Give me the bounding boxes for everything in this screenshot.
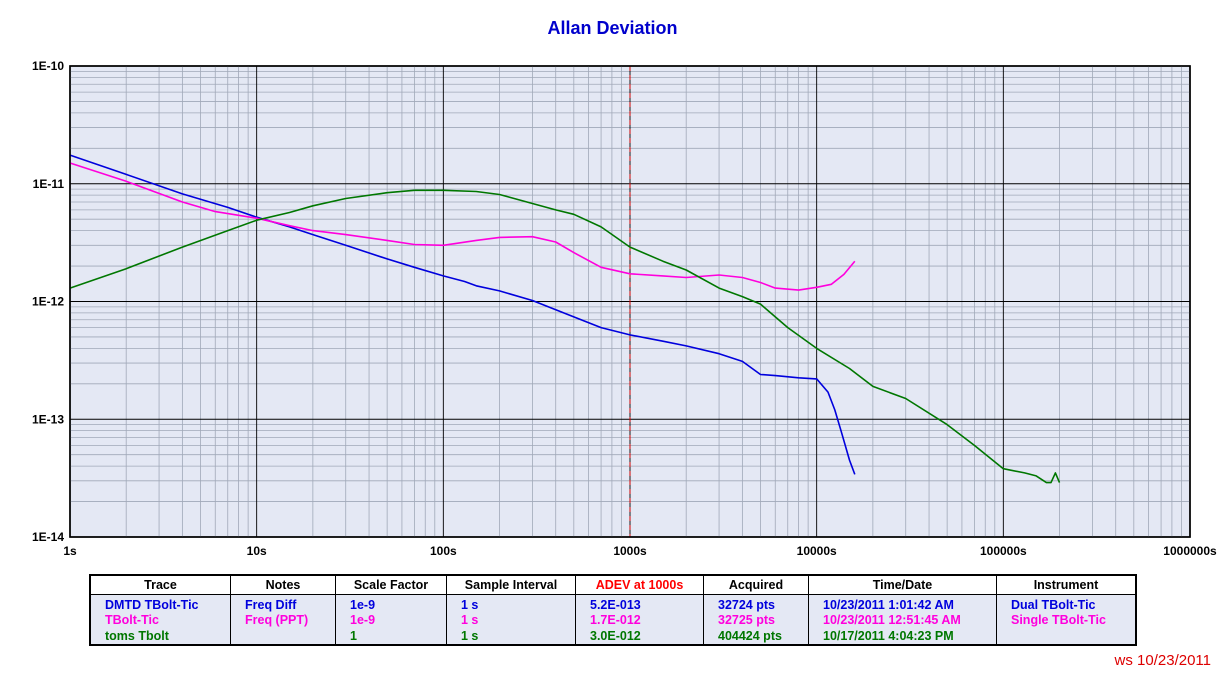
header-adev: ADEV at 1000s (576, 576, 704, 595)
x-tick-label: 1000000s (1163, 544, 1217, 558)
header-acquired: Acquired (704, 576, 809, 595)
y-axis-tick-labels: 1E-10 1E-11 1E-12 1E-13 1E-14 (32, 59, 64, 544)
legend-rows: DMTD TBolt-Tic Freq Diff 1e-9 1 s 5.2E-013 32… (91, 595, 1135, 645)
header-instrument: Instrument (997, 576, 1136, 595)
signature: ws 10/23/2011 (1115, 652, 1211, 669)
legend-cell-adev: 5.2E-013 (576, 595, 704, 614)
legend-cell-scale: 1e-9 (336, 595, 447, 614)
legend-cell-trace: toms Tbolt (91, 629, 231, 644)
legend-cell-notes: Freq (PPT) (231, 613, 336, 628)
legend-cell-acquired: 32725 pts (704, 613, 809, 628)
legend-cell-interval: 1 s (447, 613, 576, 628)
legend-cell-time: 10/23/2011 12:51:45 AM (809, 613, 997, 628)
legend-cell-instrument (997, 629, 1136, 644)
x-tick-label: 10000s (797, 544, 837, 558)
y-tick-label: 1E-13 (32, 412, 64, 426)
header-time-date: Time/Date (809, 576, 997, 595)
legend-cell-trace: TBolt-Tic (91, 613, 231, 628)
legend-cell-scale: 1e-9 (336, 613, 447, 628)
allan-deviation-plot: 1s 10s 100s 1000s 10000s 100000s 1000000s 1E-1… (0, 0, 1225, 570)
x-tick-label: 100s (430, 544, 457, 558)
y-tick-label: 1E-14 (32, 530, 64, 544)
legend-row: DMTD TBolt-Tic Freq Diff 1e-9 1 s 5.2E-013 32… (91, 595, 1135, 614)
header-sample-interval: Sample Interval (447, 576, 576, 595)
y-tick-label: 1E-10 (32, 59, 64, 73)
legend-cell-notes: Freq Diff (231, 595, 336, 614)
header-notes: Notes (231, 576, 336, 595)
legend-cell-instrument: Dual TBolt-Tic (997, 595, 1136, 614)
legend-cell-adev: 3.0E-012 (576, 629, 704, 644)
y-tick-label: 1E-12 (32, 295, 64, 309)
legend-cell-scale: 1 (336, 629, 447, 644)
legend-cell-acquired: 404424 pts (704, 629, 809, 644)
legend-cell-time: 10/17/2011 4:04:23 PM (809, 629, 997, 644)
legend-row: TBolt-Tic Freq (PPT) 1e-9 1 s 1.7E-012 32725 … (91, 613, 1135, 628)
legend-cell-acquired: 32724 pts (704, 595, 809, 614)
x-tick-label: 10s (247, 544, 267, 558)
legend-cell-time: 10/23/2011 1:01:42 AM (809, 595, 997, 614)
legend-cell-interval: 1 s (447, 595, 576, 614)
x-tick-label: 1000s (613, 544, 647, 558)
x-axis-tick-labels: 1s 10s 100s 1000s 10000s 100000s 1000000s (63, 544, 1217, 558)
x-tick-label: 1s (63, 544, 77, 558)
y-tick-label: 1E-11 (33, 177, 65, 191)
header-trace: Trace (91, 576, 231, 595)
legend-cell-notes (231, 629, 336, 644)
legend-cell-interval: 1 s (447, 629, 576, 644)
legend-row: toms Tbolt 1 1 s 3.0E-012 404424 pts 10/17/20… (91, 629, 1135, 644)
x-tick-label: 100000s (980, 544, 1027, 558)
legend-cell-instrument: Single TBolt-Tic (997, 613, 1136, 628)
trace-legend-table: Trace Notes Scale Factor Sample Interval… (89, 574, 1137, 646)
header-scale-factor: Scale Factor (336, 576, 447, 595)
legend-cell-adev: 1.7E-012 (576, 613, 704, 628)
legend-cell-trace: DMTD TBolt-Tic (91, 595, 231, 614)
